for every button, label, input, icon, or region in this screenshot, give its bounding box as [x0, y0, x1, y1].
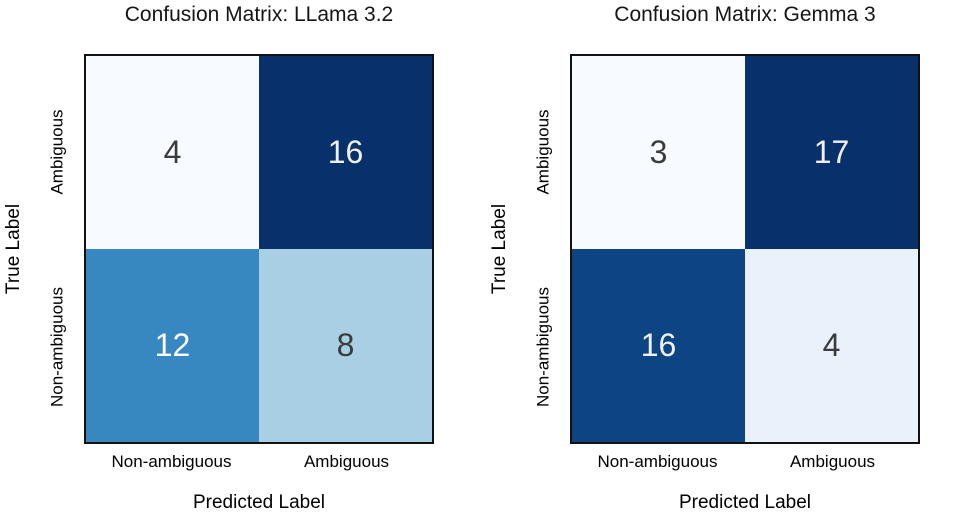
cell-r1c0: 16 — [572, 249, 745, 442]
chart-llama-3-2: Confusion Matrix: LLama 3.2 True Label A… — [3, 3, 434, 513]
cell-r1c1: 4 — [745, 249, 918, 442]
heatmap-grid: 4 16 12 8 — [84, 54, 434, 444]
chart-gemma-3: Confusion Matrix: Gemma 3 True Label Amb… — [486, 0, 972, 531]
x-tick-labels: Non-ambiguous Ambiguous — [84, 452, 434, 472]
heatmap-grid: 3 17 16 4 — [570, 54, 920, 444]
chart-title: Confusion Matrix: Gemma 3 — [614, 3, 876, 26]
y-tick-non-ambiguous: Non-ambiguous — [47, 287, 67, 408]
x-tick-non-ambiguous: Non-ambiguous — [111, 452, 232, 471]
x-axis-label: Predicted Label — [678, 492, 812, 513]
x-tick-labels: Non-ambiguous Ambiguous — [570, 452, 920, 472]
cell-r1c0: 12 — [86, 249, 259, 442]
chart-title: Confusion Matrix: LLama 3.2 — [124, 3, 394, 26]
y-tick-ambiguous: Ambiguous — [533, 109, 553, 195]
y-axis-label: True Label — [3, 203, 24, 295]
x-tick-ambiguous: Ambiguous — [303, 452, 390, 471]
x-tick-non-ambiguous: Non-ambiguous — [597, 452, 718, 471]
y-tick-ambiguous: Ambiguous — [47, 109, 67, 195]
x-tick-ambiguous: Ambiguous — [789, 452, 876, 471]
y-axis-label: True Label — [489, 203, 510, 295]
y-tick-non-ambiguous: Non-ambiguous — [533, 287, 553, 408]
cell-r0c1: 16 — [259, 56, 432, 249]
cell-r0c1: 17 — [745, 56, 918, 249]
cell-r0c0: 4 — [86, 56, 259, 249]
x-axis-label: Predicted Label — [192, 492, 326, 513]
cell-r1c1: 8 — [259, 249, 432, 442]
cell-r0c0: 3 — [572, 56, 745, 249]
